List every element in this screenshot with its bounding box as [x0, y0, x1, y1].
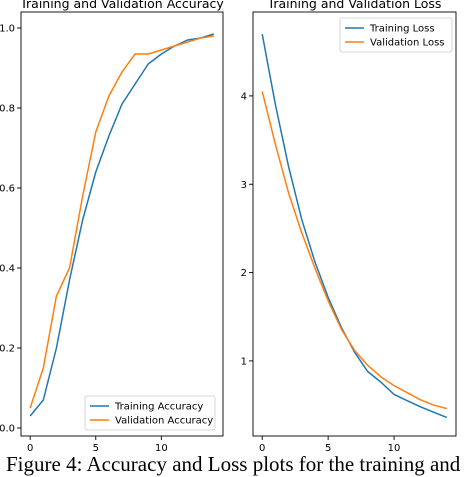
legend-label: Training Accuracy: [114, 402, 203, 413]
y-tick-label: 1: [241, 356, 247, 367]
series-line: [261, 33, 448, 419]
series-line: [29, 33, 215, 417]
series-line: [261, 91, 447, 410]
y-tick-label: 0.2: [0, 344, 15, 355]
plot-frame: [20, 11, 224, 437]
x-tick-label: 0: [27, 443, 33, 454]
panel-title: Training and Validation Loss: [267, 0, 442, 11]
y-tick-label: 0.8: [0, 104, 15, 115]
y-tick-label: 3: [241, 180, 247, 191]
x-tick-label: 0: [259, 443, 265, 454]
x-tick-label: 10: [155, 443, 168, 454]
legend-label: Validation Loss: [370, 38, 445, 49]
legend-box: [339, 17, 453, 53]
series-line: [29, 35, 214, 409]
x-tick-label: 5: [93, 443, 99, 454]
plot-frame: [252, 11, 457, 437]
legend-label: Validation Accuracy: [115, 416, 213, 427]
y-tick-label: 2: [241, 268, 247, 279]
panel-title: Training and Validation Accuracy: [19, 0, 224, 11]
y-tick-label: 0.4: [0, 264, 15, 275]
y-tick-label: 0.6: [0, 184, 15, 195]
x-tick-label: 5: [325, 443, 331, 454]
legend-label: Training Loss: [369, 24, 435, 35]
figure-caption: Figure 4: Accuracy and Loss plots for th…: [6, 452, 461, 476]
y-tick-label: 1.0: [0, 24, 15, 35]
x-tick-label: 10: [388, 443, 401, 454]
y-tick-label: 4: [241, 91, 247, 102]
y-tick-label: 0.0: [0, 424, 15, 435]
legend-box: [84, 395, 216, 431]
